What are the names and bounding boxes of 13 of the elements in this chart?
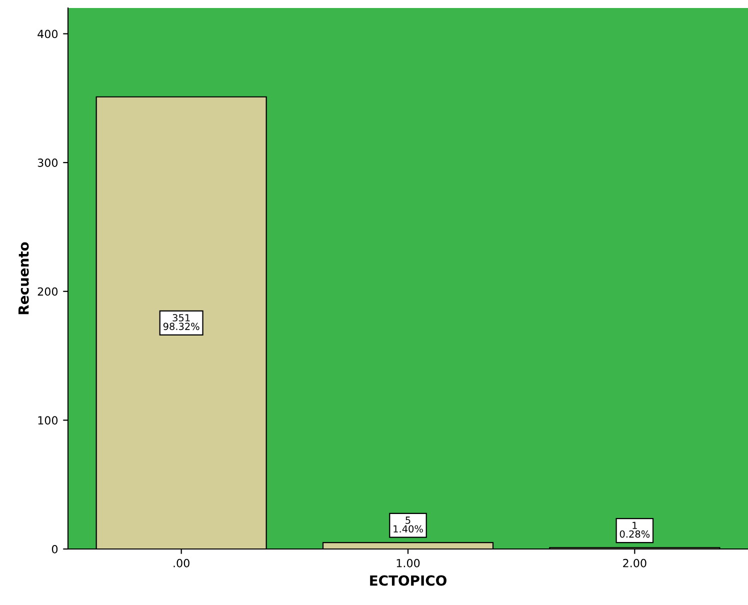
x-tick-label: 1.00	[396, 558, 420, 568]
y-tick-label: 100	[38, 416, 58, 425]
x-tick-label: 2.00	[623, 558, 646, 568]
y-tick-label: 0	[52, 544, 58, 554]
y-tick-label: 200	[38, 287, 58, 296]
data-label: 5 1.40%	[394, 516, 423, 533]
data-label: 1 0.28%	[620, 522, 650, 538]
data-label: 351 98.32%	[163, 314, 200, 330]
x-axis-title: ECTOPICO	[370, 575, 446, 586]
y-tick-label: 300	[38, 158, 58, 167]
y-axis-title: Recuento	[18, 242, 29, 314]
y-tick-label: 400	[38, 30, 58, 38]
x-tick-label: .00	[174, 558, 190, 568]
